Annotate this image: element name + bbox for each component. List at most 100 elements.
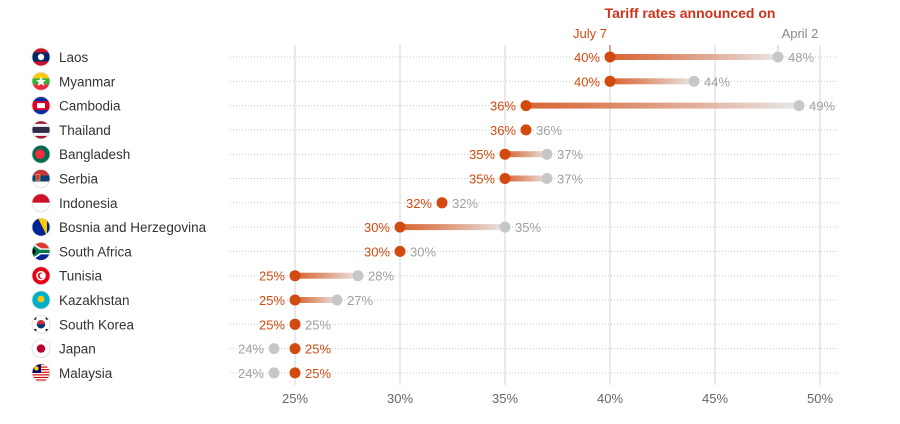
x-tick-label: 40%: [597, 391, 623, 406]
flag-band: [32, 193, 50, 203]
flag-emblem: [39, 273, 45, 279]
flag-band: [32, 175, 50, 182]
july7-value-label: 25%: [259, 269, 285, 284]
flag-border: [31, 47, 51, 67]
country-label: Malaysia: [59, 366, 113, 381]
flag-band: [32, 72, 50, 79]
april2-value-label: 24%: [238, 366, 264, 381]
flag-band: [32, 202, 50, 212]
april2-value-label: 32%: [452, 196, 478, 211]
july7-value-label: 35%: [469, 147, 495, 162]
flag-emblem: [37, 103, 45, 109]
flag-emblem: [32, 246, 36, 257]
july7-dot: [394, 221, 406, 233]
flag-fill: [32, 145, 50, 164]
flag-band: [32, 242, 50, 252]
country-label: South Africa: [59, 244, 132, 259]
july7-dot: [436, 197, 448, 209]
july7-dot: [289, 294, 301, 306]
april2-value-label: 44%: [704, 74, 730, 89]
july7-dot: [289, 343, 301, 355]
flag-fill: [32, 169, 50, 188]
connector-bar: [295, 272, 358, 279]
july7-value-label: 30%: [364, 244, 390, 259]
flag-fill: [32, 291, 50, 309]
serbia-flag-icon: [31, 169, 51, 188]
april2-dot: [688, 75, 700, 87]
flag-band: [32, 169, 50, 176]
flag-border: [31, 290, 51, 310]
flag-fill: [32, 193, 50, 212]
dot-layer: [268, 51, 805, 379]
flag-border: [31, 120, 51, 140]
flag-fill: [32, 315, 50, 334]
flag-border: [31, 193, 51, 213]
april2-dot: [352, 270, 364, 282]
myanmar-flag-icon: [31, 71, 51, 91]
april2-dot: [331, 294, 343, 306]
july7-dot: [604, 75, 616, 87]
april2-value-label: 36%: [536, 123, 562, 138]
flag-emblem: [34, 366, 39, 371]
legend-july7: July 7: [573, 26, 607, 41]
july7-dot: [520, 124, 532, 136]
april2-dot: [793, 100, 805, 112]
july7-dot: [520, 100, 532, 112]
x-tick-label: 30%: [387, 391, 413, 406]
x-axis: 25% 30% 35% 40% 45% 50%: [282, 391, 833, 406]
april2-value-label: 35%: [515, 220, 541, 235]
april2-dot: [268, 343, 280, 355]
flag-band: [32, 374, 50, 376]
april2-value-label: 37%: [557, 172, 583, 187]
flag-band: [32, 379, 50, 381]
flag-band: [32, 375, 50, 377]
flag-border: [31, 363, 51, 383]
flag-trigram: [45, 329, 49, 332]
thailand-flag-icon: [31, 120, 51, 140]
flag-emblem: [32, 244, 50, 259]
flag-border: [31, 266, 51, 286]
july7-dot: [289, 367, 301, 379]
april2-value-label: 30%: [410, 244, 436, 259]
flag-border: [31, 339, 51, 359]
july7-value-label: 25%: [259, 317, 285, 332]
country-label: Thailand: [59, 123, 111, 138]
april2-value-label: 48%: [788, 50, 814, 65]
flag-band: [32, 376, 50, 379]
indonesia-flag-icon: [31, 193, 51, 213]
flag-band: [32, 251, 50, 261]
april2-value-label: 24%: [238, 342, 264, 357]
x-tick-label: 25%: [282, 391, 308, 406]
flag-emblem: [37, 53, 45, 61]
japan-flag-icon: [31, 339, 51, 359]
connector-bar: [400, 224, 505, 231]
kazakhstan-flag-icon: [31, 290, 51, 310]
flag-trigram: [45, 317, 49, 320]
flag-emblem: [38, 218, 47, 237]
flag-border: [31, 217, 51, 237]
country-label: Japan: [59, 342, 96, 357]
july7-value-label: 40%: [574, 74, 600, 89]
april2-value-label: 37%: [557, 147, 583, 162]
connector-layer: [295, 54, 799, 303]
chart-title: Tariff rates announced on: [605, 5, 776, 21]
cambodia-flag-icon: [31, 96, 51, 115]
july7-value-label: 36%: [490, 123, 516, 138]
country-label: Cambodia: [59, 99, 121, 114]
july7-value-label: 25%: [305, 366, 331, 381]
flag-trigram: [33, 329, 37, 332]
flag-emblem: [36, 344, 46, 353]
july7-value-label: 30%: [364, 220, 390, 235]
april2-dot: [541, 148, 553, 160]
july7-dot: [499, 148, 511, 160]
flag-fill: [32, 48, 50, 66]
flag-fill: [32, 120, 50, 139]
label-layer: 40% 48% 40% 44% 36% 49% 36% 36% 35% 37% 35% 37% 32% 3…: [238, 50, 835, 381]
flag-band: [32, 181, 50, 188]
flag-fill: [32, 363, 50, 382]
flag-fill: [32, 339, 50, 358]
flag-fill: [32, 72, 50, 91]
country-label: Kazakhstan: [59, 293, 130, 308]
flag-fill: [32, 266, 50, 285]
july7-dot: [289, 318, 301, 330]
